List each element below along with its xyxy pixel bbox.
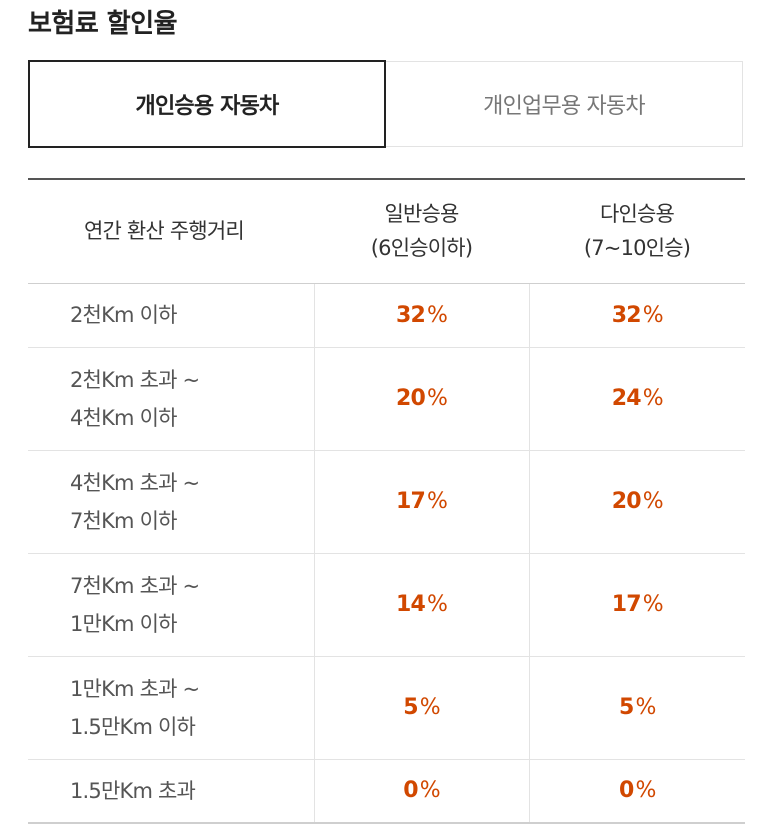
- multi-rate-value: 32: [611, 302, 642, 328]
- distance-range-line1: 2천Km 이하: [70, 303, 177, 327]
- general-rate-value: 14: [395, 592, 426, 617]
- header-general-subtitle: (6인승이하): [370, 236, 473, 261]
- header-multi-title: 다인승용: [599, 202, 675, 227]
- general-rate-cell: 17%: [313, 450, 529, 554]
- multi-rate-value: 0: [618, 778, 634, 804]
- header-general-title: 일반승용: [384, 202, 459, 227]
- multi-rate-cell: 24%: [528, 347, 745, 451]
- distance-range-line2: 1만Km 이하: [70, 611, 177, 636]
- general-rate-cell: 20%: [313, 347, 529, 451]
- general-rate-cell: 32%: [313, 283, 529, 348]
- percent-sign: %: [426, 302, 448, 328]
- table-row: 1.5만Km 초과 0% 0%: [28, 759, 745, 824]
- general-rate-cell: 0%: [313, 759, 529, 824]
- general-rate-value: 0: [403, 778, 418, 804]
- distance-range-cell: 1.5만Km 초과: [28, 759, 314, 824]
- multi-rate-value: 24: [611, 386, 642, 411]
- header-multi-passenger: 다인승용 (7~10인승): [529, 178, 745, 284]
- general-rate-cell: 14%: [313, 553, 529, 657]
- multi-rate-cell: 32%: [528, 283, 745, 348]
- header-annual-distance: 연간 환산 주행거리: [28, 178, 314, 284]
- percent-sign: %: [642, 386, 664, 411]
- header-multi-subtitle: (7~10인승): [583, 236, 691, 261]
- distance-range-cell: 2천Km 초과 ~ 4천Km 이하: [28, 347, 314, 451]
- discount-rate-table: 연간 환산 주행거리 일반승용 (6인승이하) 다인승용 (7~10인승) 2천…: [28, 178, 745, 824]
- distance-range-line1: 1만Km 초과 ~: [70, 676, 200, 701]
- multi-rate-value: 17: [611, 592, 642, 617]
- distance-range-line1: 1.5만Km 초과: [70, 778, 196, 803]
- tab-personal-passenger[interactable]: 개인승용 자동차: [28, 60, 386, 148]
- multi-rate-value: 5: [618, 695, 634, 720]
- percent-sign: %: [426, 489, 448, 514]
- general-rate-value: 5: [403, 695, 418, 720]
- table-row: 2천Km 초과 ~ 4천Km 이하 20% 24%: [28, 347, 745, 451]
- vehicle-type-tabs: 개인승용 자동차 개인업무용 자동차: [28, 60, 743, 148]
- percent-sign: %: [419, 695, 441, 720]
- multi-rate-cell: 20%: [528, 450, 745, 554]
- percent-sign: %: [426, 592, 448, 617]
- general-rate-cell: 5%: [313, 656, 529, 760]
- percent-sign: %: [635, 778, 656, 804]
- multi-rate-cell: 17%: [528, 553, 745, 657]
- percent-sign: %: [642, 302, 664, 328]
- distance-range-line1: 2천Km 초과 ~: [70, 367, 200, 392]
- percent-sign: %: [642, 592, 664, 617]
- distance-range-line1: 7천Km 초과 ~: [70, 573, 200, 598]
- header-general-passenger: 일반승용 (6인승이하): [314, 178, 529, 284]
- table-row: 1만Km 초과 ~ 1.5만Km 이하 5% 5%: [28, 656, 745, 760]
- percent-sign: %: [635, 695, 656, 720]
- percent-sign: %: [419, 778, 441, 804]
- tab-personal-business[interactable]: 개인업무용 자동차: [386, 61, 743, 147]
- distance-range-cell: 7천Km 초과 ~ 1만Km 이하: [28, 553, 314, 657]
- distance-range-line2: 7천Km 이하: [70, 508, 177, 533]
- percent-sign: %: [642, 489, 664, 514]
- page-title: 보험료 할인율: [28, 9, 178, 39]
- distance-range-line2: 1.5만Km 이하: [70, 714, 196, 739]
- multi-rate-value: 20: [611, 489, 642, 514]
- distance-range-cell: 1만Km 초과 ~ 1.5만Km 이하: [28, 656, 314, 760]
- table-row: 7천Km 초과 ~ 1만Km 이하 14% 17%: [28, 553, 745, 657]
- general-rate-value: 17: [395, 489, 426, 514]
- distance-range-cell: 4천Km 초과 ~ 7천Km 이하: [28, 450, 314, 554]
- distance-range-line1: 4천Km 초과 ~: [70, 470, 200, 495]
- distance-range-line2: 4천Km 이하: [70, 405, 177, 430]
- table-row: 2천Km 이하 32% 32%: [28, 283, 745, 348]
- table-row: 4천Km 초과 ~ 7천Km 이하 17% 20%: [28, 450, 745, 554]
- multi-rate-cell: 0%: [528, 759, 745, 824]
- percent-sign: %: [426, 386, 448, 411]
- multi-rate-cell: 5%: [528, 656, 745, 760]
- distance-range-cell: 2천Km 이하: [28, 283, 314, 348]
- general-rate-value: 32: [395, 302, 426, 328]
- general-rate-value: 20: [395, 386, 426, 411]
- table-header-row: 연간 환산 주행거리 일반승용 (6인승이하) 다인승용 (7~10인승): [28, 178, 745, 284]
